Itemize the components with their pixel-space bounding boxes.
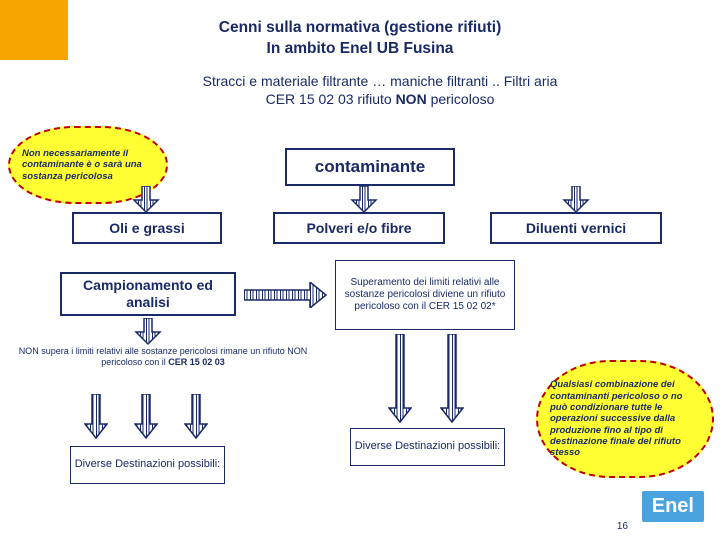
arrow-down-dest1a — [84, 394, 108, 440]
arrow-down-dest2b — [440, 334, 464, 424]
arrow-down-dest1c — [184, 394, 208, 440]
box-campionamento: Campionamento ed analisi — [60, 272, 236, 316]
title-line-2: In ambito Enel UB Fusina — [267, 40, 454, 57]
dest2-text: Diverse Destinazioni possibili: — [355, 440, 501, 453]
page-title: Cenni sulla normativa (gestione rifiuti)… — [0, 18, 720, 60]
cloud-left-text: Non necessariamente il contaminante è o … — [22, 148, 154, 182]
arrow-down-dest2a — [388, 334, 412, 424]
callout-cloud-right: Qualsiasi combinazione dei contaminanti … — [536, 360, 714, 478]
page-num-text: 16 — [617, 521, 628, 532]
box-polveri: Polveri e/o fibre — [273, 212, 445, 244]
subtitle-non: NON — [396, 91, 427, 107]
logo-text: Enel — [652, 495, 694, 517]
subtitle-l2a: CER 15 02 03 rifiuto — [266, 91, 396, 107]
title-line-1: Cenni sulla normativa (gestione rifiuti) — [219, 19, 501, 36]
note1-text: NON supera i limiti relativi alle sostan… — [19, 346, 308, 367]
arrow-down-1 — [132, 186, 160, 214]
subtitle: Stracci e materiale filtrante … maniche … — [60, 72, 700, 108]
arrow-down-camp — [134, 318, 162, 346]
polveri-text: Polveri e/o fibre — [306, 220, 411, 237]
subtitle-l2c: pericoloso — [427, 91, 495, 107]
enel-logo: Enel — [642, 491, 704, 522]
box-oli-grassi: Oli e grassi — [72, 212, 222, 244]
note-non-supera: NON supera i limiti relativi alle sostan… — [18, 346, 308, 368]
box-destinazioni-1: Diverse Destinazioni possibili: — [70, 446, 225, 484]
subtitle-l1: Stracci e materiale filtrante … maniche … — [203, 73, 558, 89]
arrow-right-camp — [244, 282, 328, 308]
oli-text: Oli e grassi — [109, 220, 184, 237]
page-number: 16 — [617, 521, 628, 532]
arrow-down-2 — [350, 186, 378, 214]
box-destinazioni-2: Diverse Destinazioni possibili: — [350, 428, 505, 466]
contaminante-text: contaminante — [315, 157, 426, 177]
box-contaminante: contaminante — [285, 148, 455, 186]
box-superamento: Superamento dei limiti relativi alle sos… — [335, 260, 515, 330]
note1-cer: CER 15 02 03 — [168, 357, 225, 367]
box-diluenti: Diluenti vernici — [490, 212, 662, 244]
arrow-down-dest1b — [134, 394, 158, 440]
dest1-text: Diverse Destinazioni possibili: — [75, 458, 221, 471]
camp-text: Campionamento ed analisi — [62, 277, 234, 311]
arrow-down-3 — [562, 186, 590, 214]
sup-text: Superamento dei limiti relativi alle sos… — [336, 277, 514, 313]
cloud-right-text: Qualsiasi combinazione dei contaminanti … — [550, 379, 700, 459]
diluenti-text: Diluenti vernici — [526, 220, 626, 237]
